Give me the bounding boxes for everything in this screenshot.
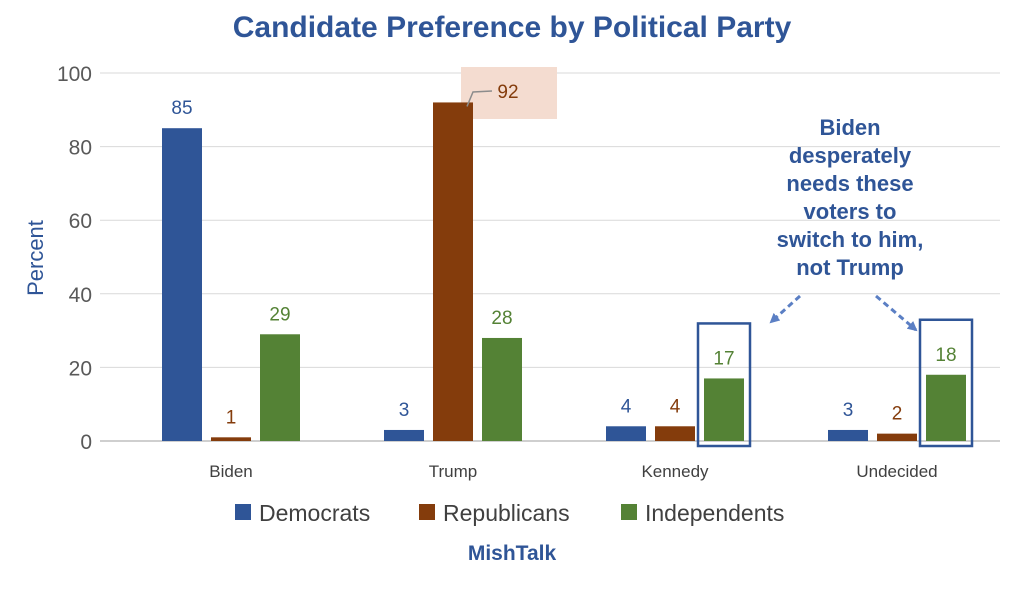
data-label-democrats-trump: 3 (399, 400, 410, 421)
y-tick-labels: 0 20 40 60 80 100 (57, 63, 92, 454)
annotation: Biden desperately needs these voters to swit… (769, 115, 924, 332)
callout-box-kennedy (696, 322, 752, 448)
y-tick-label: 0 (80, 431, 92, 454)
data-label-democrats-kennedy: 4 (621, 396, 632, 417)
legend: Democrats Republicans Independents (235, 500, 784, 526)
legend-swatch-independents (621, 504, 637, 520)
y-tick-label: 40 (69, 284, 92, 307)
data-label-independents-kennedy: 17 (713, 348, 734, 369)
bars (162, 102, 966, 441)
legend-label-republicans: Republicans (443, 500, 570, 526)
data-label-democrats-biden: 85 (171, 98, 192, 119)
data-label-republicans-trump: 92 (497, 82, 518, 103)
x-tick-labels: Biden Trump Kennedy Undecided (209, 462, 937, 481)
x-tick-label: Kennedy (641, 462, 709, 481)
x-tick-label: Biden (209, 462, 252, 481)
leader-line (466, 90, 493, 107)
data-label-independents-undecided: 18 (935, 345, 956, 366)
annotation-line: not Trump (796, 255, 904, 280)
bar-republicans-trump (433, 102, 473, 441)
data-label-republicans-kennedy: 4 (670, 396, 681, 417)
callout-boxes (696, 318, 974, 448)
bar-democrats-trump (384, 429, 424, 441)
legend-swatch-republicans (419, 504, 435, 520)
chart-title: Candidate Preference by Political Party (233, 11, 792, 44)
highlight-layer (461, 67, 557, 119)
annotation-line: desperately (789, 143, 912, 168)
bar-independents-trump (482, 337, 522, 441)
source-label: MishTalk (468, 542, 557, 565)
bar-republicans-kennedy (655, 426, 695, 441)
data-label-highlight (461, 67, 557, 119)
bar-democrats-kennedy (606, 426, 646, 441)
annotation-line: voters to (804, 199, 897, 224)
y-tick-label: 100 (57, 63, 92, 86)
data-labels: 85 3 4 3 1 92 4 2 29 28 17 18 (171, 82, 956, 428)
data-label-democrats-undecided: 3 (843, 400, 854, 421)
annotation-line: needs these (786, 171, 913, 196)
bar-independents-kennedy (704, 378, 744, 441)
y-tick-label: 60 (69, 210, 92, 233)
bar-republicans-undecided (877, 433, 917, 441)
annotation-line: Biden (819, 115, 880, 140)
annotation-line: switch to him, (777, 227, 924, 252)
annotation-arrow-kennedy (769, 294, 802, 324)
y-tick-label: 80 (69, 137, 92, 160)
bar-democrats-biden (162, 128, 202, 441)
bar-independents-biden (260, 334, 300, 441)
callout-box-undecided (918, 318, 974, 448)
bar-republicans-biden (211, 437, 251, 441)
data-label-republicans-undecided: 2 (892, 404, 903, 425)
y-axis-title: Percent (23, 220, 48, 296)
bar-independents-undecided (926, 374, 966, 441)
data-label-republicans-biden: 1 (226, 407, 237, 428)
legend-label-independents: Independents (645, 500, 784, 526)
data-label-independents-biden: 29 (269, 304, 290, 325)
legend-swatch-democrats (235, 504, 251, 520)
y-tick-label: 20 (69, 357, 92, 380)
annotation-arrow-undecided (875, 294, 918, 332)
bar-democrats-undecided (828, 429, 868, 441)
x-tick-label: Undecided (856, 462, 937, 481)
legend-label-democrats: Democrats (259, 500, 370, 526)
x-tick-label: Trump (429, 462, 478, 481)
data-label-independents-trump: 28 (491, 308, 512, 329)
